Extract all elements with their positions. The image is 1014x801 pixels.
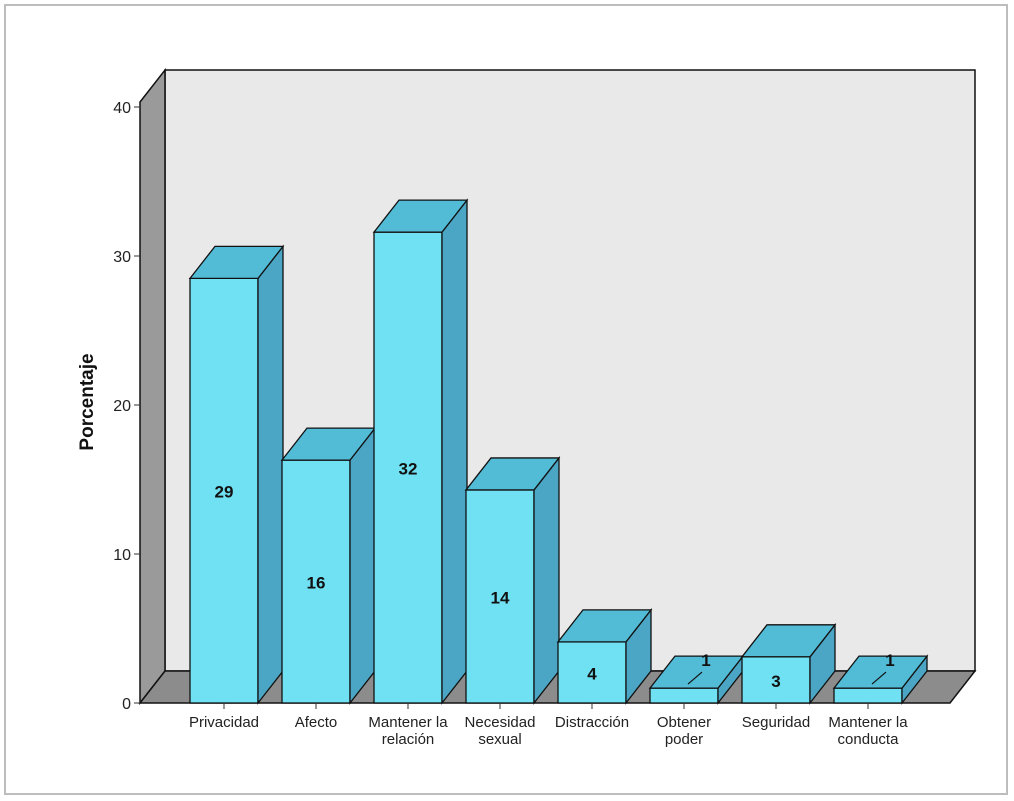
x-axis-labels: Privacidad Afecto Mantener la relaciónNeces… [189, 703, 908, 748]
data-label: 3 [771, 672, 780, 691]
data-label: 29 [215, 483, 234, 502]
data-label-leader [871, 671, 887, 685]
bar-front [281, 459, 351, 704]
x-tick-label: Necesidad sexual [465, 714, 536, 748]
x-tick-label: Mantener la conducta [828, 714, 908, 748]
y-axis-title: Porcentaje [77, 353, 98, 450]
bar: 16 [280, 426, 377, 705]
y-tick-label: 40 [113, 100, 131, 117]
data-label: 1 [885, 651, 894, 670]
bar-front [465, 489, 535, 704]
x-tick-label-line: Mantener la [368, 714, 448, 731]
x-tick-label-line: conducta [838, 731, 900, 748]
x-tick-label-line: Obtener [657, 714, 711, 731]
y-tick-label: 20 [113, 398, 131, 415]
x-tick-label-line: Necesidad [465, 714, 536, 731]
bar-side [441, 198, 468, 705]
x-tick-label: Afecto [295, 714, 338, 731]
y-axis: 0 10 20 30 40 [113, 100, 140, 713]
bar-front [189, 277, 259, 704]
x-tick-label-line: Afecto [295, 714, 338, 731]
data-label-leader [687, 671, 703, 685]
bar: 14 [464, 456, 561, 705]
y-tick-label: 0 [122, 696, 131, 713]
bar-side [533, 456, 560, 705]
x-tick-label: Mantener la relación [368, 714, 448, 748]
bar-side [257, 244, 284, 705]
bar-side [349, 426, 376, 705]
bar: 4 [556, 608, 653, 705]
side-wall [139, 67, 166, 706]
y-tick-label: 10 [113, 547, 131, 564]
bars: 29 16 32 14 4 1 3 1 [188, 198, 929, 705]
x-tick-label-line: Seguridad [742, 714, 810, 731]
bar-top [188, 245, 285, 280]
y-tick-label: 30 [113, 249, 131, 266]
bar: 32 [372, 198, 469, 705]
x-tick-label-line: Privacidad [189, 714, 259, 731]
bar-front [557, 641, 627, 704]
bar-top [832, 655, 929, 689]
x-tick-label-line: sexual [478, 731, 521, 748]
data-label: 1 [701, 651, 710, 670]
bar-top [464, 457, 561, 491]
bar: 3 [740, 622, 837, 705]
bar-top [372, 199, 469, 233]
data-label: 16 [307, 574, 326, 593]
bar-top [556, 609, 653, 643]
data-label: 4 [587, 664, 597, 683]
bar-front [741, 656, 811, 704]
x-tick-label: Seguridad [742, 714, 810, 731]
data-label: 14 [491, 588, 510, 607]
x-tick-label: Obtener poder [657, 714, 711, 748]
bar-front [833, 687, 903, 704]
x-tick-label-line: Mantener la [828, 714, 908, 731]
bar-top [740, 624, 837, 658]
x-tick-label-line: Distracción [555, 714, 629, 731]
bar-front [649, 687, 719, 704]
x-tick-label-line: poder [665, 731, 703, 748]
bar: 29 [188, 244, 285, 705]
x-tick-label: Privacidad [189, 714, 259, 731]
bar-front [373, 231, 443, 704]
x-tick-label: Distracción [555, 714, 629, 731]
bar: 1 [832, 651, 929, 705]
bar: 1 [648, 651, 745, 705]
x-tick-label-line: relación [382, 731, 435, 748]
data-label: 32 [399, 460, 418, 479]
